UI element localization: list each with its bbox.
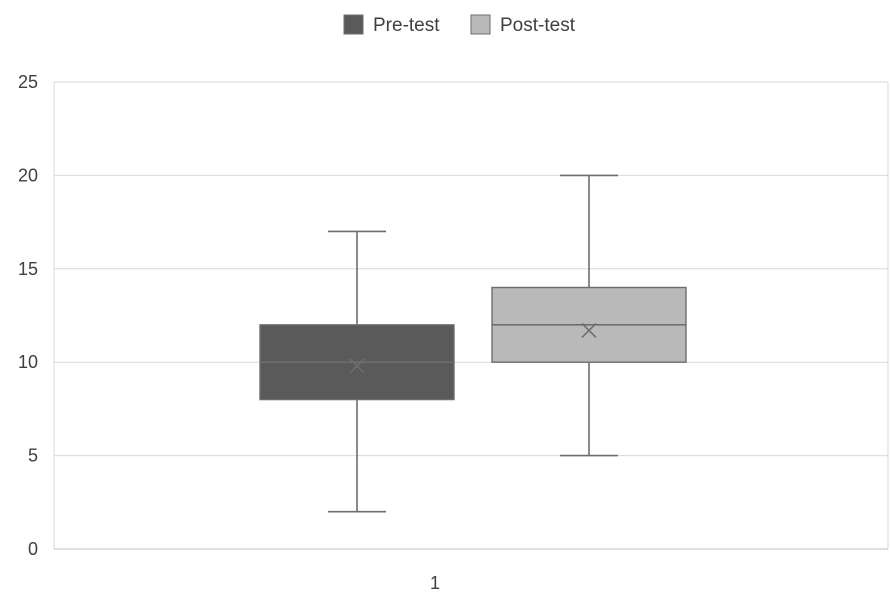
y-tick-label: 15 — [18, 259, 38, 279]
legend-label: Pre-test — [373, 15, 440, 36]
legend-swatch — [470, 14, 491, 35]
legend: Pre-test Post-test — [343, 14, 576, 36]
y-axis-ticks: 0 5 10 15 20 25 — [18, 72, 38, 559]
mean-marker — [349, 358, 365, 374]
x-axis-ticks: 1 — [430, 573, 440, 592]
box-pre-test — [259, 230, 455, 513]
legend-label: Post-test — [500, 15, 576, 36]
y-tick-label: 5 — [28, 446, 38, 466]
legend-item: Pre-test — [343, 14, 440, 36]
y-tick-label: 0 — [28, 539, 38, 559]
y-tick-label: 10 — [18, 352, 38, 372]
legend-item: Post-test — [470, 14, 576, 36]
box-series — [259, 174, 687, 513]
box-post-test — [491, 174, 687, 457]
y-tick-label: 20 — [18, 165, 38, 185]
x-tick-label: 1 — [430, 573, 440, 592]
legend-swatch — [343, 14, 364, 35]
gridlines — [53, 81, 889, 550]
y-tick-label: 25 — [18, 72, 38, 92]
mean-marker — [581, 322, 597, 339]
